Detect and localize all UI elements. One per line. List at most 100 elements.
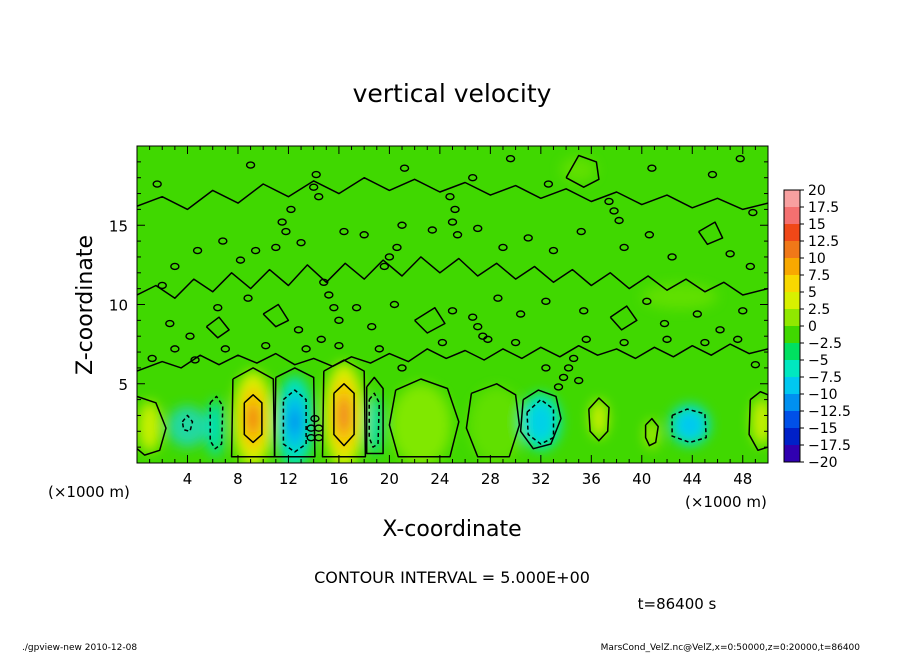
y-tick-label: 10 bbox=[109, 297, 128, 315]
small-loop-76 bbox=[190, 356, 200, 364]
small-loop-61 bbox=[351, 303, 362, 312]
x-tick-label: 40 bbox=[632, 470, 651, 488]
small-loop-35 bbox=[192, 246, 203, 255]
colorbar-swatch-10 bbox=[784, 360, 800, 378]
small-loop-10 bbox=[319, 278, 329, 287]
colorbar-swatch-12 bbox=[784, 394, 800, 412]
contour-19 bbox=[414, 306, 446, 334]
small-loop-98 bbox=[735, 154, 745, 163]
time-label: t=86400 s bbox=[638, 595, 717, 613]
y-axis-label: Z-coordinate bbox=[73, 235, 98, 375]
small-loop-84 bbox=[483, 335, 493, 344]
colorbar-label: −5 bbox=[808, 353, 829, 369]
contour-18 bbox=[262, 303, 290, 328]
small-loop-69 bbox=[642, 297, 652, 306]
dashed-contour-24 bbox=[368, 392, 381, 448]
small-loop-36 bbox=[218, 237, 228, 245]
small-loop-25 bbox=[473, 322, 483, 331]
contour-0 bbox=[137, 343, 768, 372]
small-loop-79 bbox=[301, 345, 311, 353]
colorbar-label: −12.5 bbox=[808, 404, 851, 420]
small-loop-99 bbox=[152, 180, 162, 188]
small-loop-75 bbox=[170, 345, 180, 353]
small-loop-39 bbox=[271, 243, 281, 252]
small-loop-44 bbox=[427, 226, 438, 234]
colorbar-label: 17.5 bbox=[808, 200, 839, 216]
small-loop-12 bbox=[329, 303, 339, 312]
colorbar: 2017.51512.5107.552.50−2.5−5−7.5−10−12.5… bbox=[783, 183, 851, 471]
small-loop-18 bbox=[310, 414, 320, 423]
small-loop-50 bbox=[619, 243, 629, 252]
x-tick-label: 8 bbox=[233, 470, 243, 488]
small-loop-2 bbox=[286, 205, 296, 214]
y-axis-ticks: 5 10 15 bbox=[109, 145, 768, 464]
small-loop-81 bbox=[374, 345, 385, 353]
contour-1 bbox=[137, 256, 768, 299]
small-loop-3 bbox=[308, 183, 319, 191]
feature-23 bbox=[641, 283, 718, 310]
small-loop-90 bbox=[700, 338, 710, 347]
colorbar-swatch-9 bbox=[784, 343, 800, 361]
small-loop-62 bbox=[367, 322, 377, 331]
x-tick-label: 36 bbox=[582, 470, 601, 488]
small-loop-21 bbox=[563, 364, 574, 372]
small-loop-55 bbox=[165, 319, 175, 328]
small-loop-73 bbox=[738, 307, 748, 315]
contour-4 bbox=[519, 389, 562, 450]
footer-left: ./gpview-new 2010-12-08 bbox=[22, 643, 137, 653]
small-loop-70 bbox=[659, 319, 670, 328]
colorbar-swatch-0 bbox=[784, 190, 800, 208]
small-loop-22 bbox=[568, 354, 579, 363]
small-loop-71 bbox=[692, 310, 703, 318]
contour-15 bbox=[365, 376, 384, 455]
feature-5 bbox=[247, 404, 259, 433]
colorbar-label: 10 bbox=[808, 251, 826, 267]
small-loop-65 bbox=[493, 294, 503, 302]
small-loop-77 bbox=[220, 345, 231, 353]
small-loop-86 bbox=[541, 364, 551, 372]
small-loop-66 bbox=[515, 310, 526, 318]
dashed-contour-25 bbox=[526, 398, 555, 445]
small-loop-100 bbox=[748, 208, 758, 217]
colorbar-label: 0 bbox=[808, 319, 817, 335]
small-loop-23 bbox=[574, 376, 584, 385]
colorbar-label: −10 bbox=[808, 387, 838, 403]
colorbar-swatch-8 bbox=[784, 326, 800, 344]
feature-22 bbox=[561, 157, 597, 183]
small-loop-93 bbox=[245, 161, 256, 169]
small-loop-94 bbox=[399, 164, 410, 172]
small-loop-9 bbox=[452, 231, 463, 239]
small-loop-20 bbox=[558, 373, 569, 382]
small-loop-53 bbox=[725, 250, 735, 258]
small-loop-8 bbox=[447, 218, 458, 226]
x-units-right: (×1000 m) bbox=[685, 493, 767, 511]
colorbar-label: −20 bbox=[808, 455, 838, 471]
contour-12 bbox=[321, 359, 367, 458]
small-loop-85 bbox=[510, 338, 521, 347]
small-loop-33 bbox=[157, 281, 167, 290]
contour-16 bbox=[565, 154, 600, 188]
colorbar-label: −17.5 bbox=[808, 438, 851, 454]
small-loop-91 bbox=[733, 335, 743, 344]
contour-2 bbox=[137, 176, 768, 211]
feature-2 bbox=[206, 399, 225, 457]
small-loop-51 bbox=[644, 231, 655, 239]
feature-17 bbox=[590, 399, 608, 438]
dashed-contour-22 bbox=[209, 395, 224, 450]
contour-13 bbox=[333, 383, 355, 447]
small-loop-54 bbox=[745, 262, 756, 271]
feature-0 bbox=[138, 401, 161, 452]
small-loop-13 bbox=[334, 316, 344, 325]
small-loop-45 bbox=[473, 224, 483, 233]
small-loop-24 bbox=[467, 313, 478, 321]
small-loop-32 bbox=[392, 243, 402, 252]
small-loop-17 bbox=[314, 433, 324, 442]
small-loop-6 bbox=[445, 193, 455, 201]
small-loop-60 bbox=[316, 335, 326, 344]
small-loop-72 bbox=[715, 326, 725, 334]
contour-6 bbox=[644, 417, 659, 447]
small-loop-4 bbox=[314, 193, 324, 201]
y-tick-label: 5 bbox=[118, 376, 128, 394]
contour-17 bbox=[205, 316, 230, 339]
